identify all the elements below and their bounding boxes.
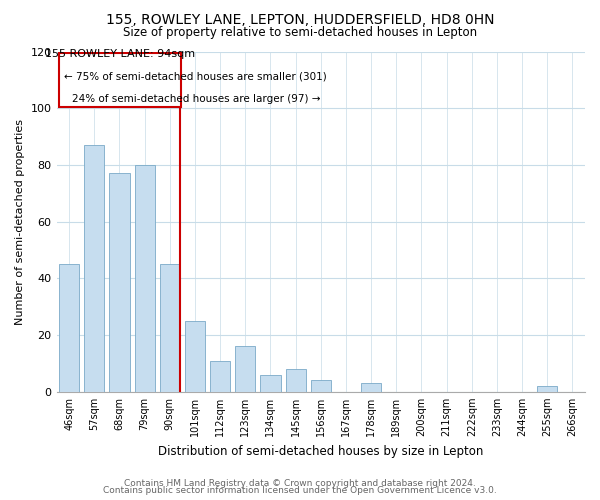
Bar — [311, 380, 331, 392]
Text: Contains public sector information licensed under the Open Government Licence v3: Contains public sector information licen… — [103, 486, 497, 495]
Text: 155 ROWLEY LANE: 94sqm: 155 ROWLEY LANE: 94sqm — [45, 50, 195, 59]
Bar — [109, 174, 130, 392]
Bar — [235, 346, 256, 392]
Bar — [185, 321, 205, 392]
Bar — [537, 386, 557, 392]
Bar — [84, 145, 104, 392]
Bar — [361, 384, 381, 392]
Text: Size of property relative to semi-detached houses in Lepton: Size of property relative to semi-detach… — [123, 26, 477, 39]
Y-axis label: Number of semi-detached properties: Number of semi-detached properties — [15, 118, 25, 324]
Bar — [210, 360, 230, 392]
X-axis label: Distribution of semi-detached houses by size in Lepton: Distribution of semi-detached houses by … — [158, 444, 484, 458]
Bar — [134, 165, 155, 392]
Bar — [59, 264, 79, 392]
FancyBboxPatch shape — [59, 53, 181, 107]
Bar — [160, 264, 180, 392]
Text: ← 75% of semi-detached houses are smaller (301): ← 75% of semi-detached houses are smalle… — [64, 72, 327, 82]
Bar — [286, 369, 305, 392]
Text: 155, ROWLEY LANE, LEPTON, HUDDERSFIELD, HD8 0HN: 155, ROWLEY LANE, LEPTON, HUDDERSFIELD, … — [106, 12, 494, 26]
Text: 24% of semi-detached houses are larger (97) →: 24% of semi-detached houses are larger (… — [72, 94, 321, 104]
Bar — [260, 375, 281, 392]
Text: Contains HM Land Registry data © Crown copyright and database right 2024.: Contains HM Land Registry data © Crown c… — [124, 478, 476, 488]
